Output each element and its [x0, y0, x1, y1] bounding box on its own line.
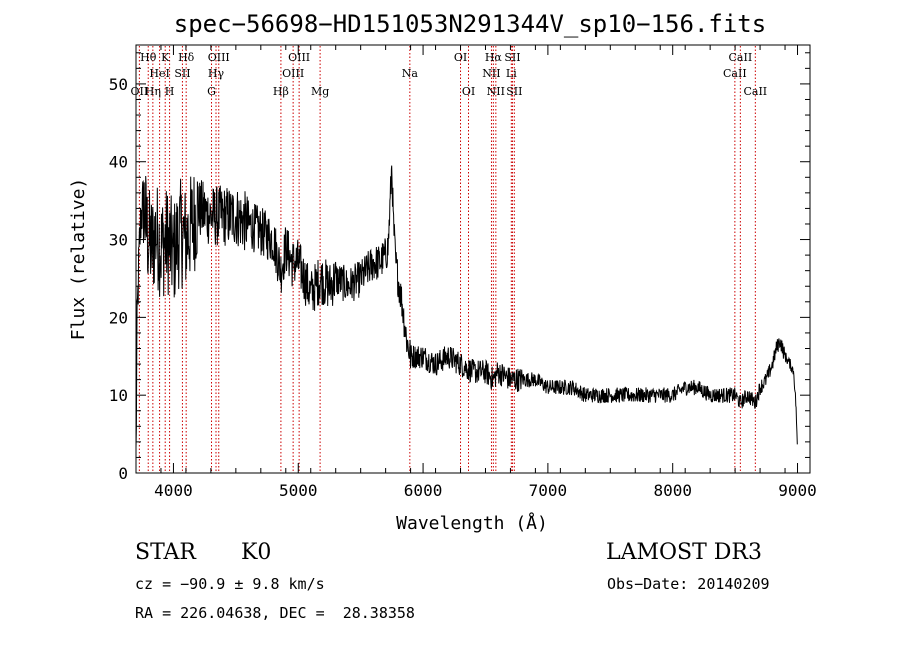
spectral-line-label: CaII [723, 67, 747, 80]
spectral-line-label: SII [506, 85, 522, 98]
spectral-line-label: OIII [282, 67, 304, 80]
x-tick-label: 8000 [653, 481, 692, 500]
x-tick-label: 7000 [529, 481, 568, 500]
spectrum-curve-group [135, 165, 798, 448]
x-tick-label: 5000 [279, 481, 318, 500]
x-tick-label: 6000 [404, 481, 443, 500]
y-tick-label: 30 [109, 231, 128, 250]
spectral-line-label: CaII [743, 85, 767, 98]
spectral-line-label: NII [482, 67, 500, 80]
spectral-line-label: OII [131, 85, 149, 98]
chart-title: spec−56698−HD151053N291344V_sp10−156.fit… [174, 10, 766, 38]
y-axis: 0 10 20 30 40 50 [109, 52, 810, 483]
spectral-line-label: Hθ [140, 51, 157, 64]
spectral-line-label: NII [487, 85, 505, 98]
x-tick-label: 4000 [154, 481, 193, 500]
spectral-line-label: G [207, 85, 216, 98]
spectrum-curve [135, 165, 798, 448]
survey-name: LAMOST DR3 [606, 540, 762, 565]
y-tick-label: 10 [109, 386, 128, 405]
spectral-line-label: OIII [288, 51, 310, 64]
x-axis: 4000 5000 6000 7000 8000 9000 [135, 45, 817, 500]
x-axis-label: Wavelength (Å) [396, 512, 548, 534]
object-subclass: K0 [241, 540, 272, 565]
y-axis-label: Flux (relative) [68, 178, 89, 341]
spectral-line-label: CaII [729, 51, 753, 64]
spectral-line-label: Na [402, 67, 419, 80]
spectral-line-markers [138, 46, 756, 472]
y-tick-label: 50 [109, 75, 128, 94]
spectral-line-label: Hβ [273, 85, 289, 98]
spectral-line-label: Hδ [178, 51, 195, 64]
spectral-line-label: H [165, 85, 175, 98]
sky-coordinates: RA = 226.04638, DEC = 28.38358 [135, 604, 415, 622]
y-tick-label: 20 [109, 308, 128, 327]
spectral-line-label: OIII [208, 51, 230, 64]
y-tick-label: 40 [109, 153, 128, 172]
spectral-line-label: Hγ [208, 67, 225, 80]
redshift-value: cz = −90.9 ± 9.8 km/s [135, 575, 325, 593]
spectral-line-label: OI [454, 51, 467, 64]
observation-date: Obs−Date: 20140209 [607, 575, 770, 593]
object-class: STAR [135, 540, 196, 565]
spectral-line-label: HeI [149, 67, 169, 80]
spectral-line-label: Hα [485, 51, 503, 64]
spectral-line-label: OI [462, 85, 475, 98]
spectral-line-label: Li [506, 67, 517, 80]
spectral-line-labels: OII Hθ Hη HeI K H SII Hδ G Hγ OIII Hβ OIII OIII Mg Na OI… [131, 51, 768, 98]
spectral-line-label: K [161, 51, 170, 64]
y-tick-label: 0 [118, 464, 128, 483]
plot-frame [135, 44, 811, 474]
spectral-line-label: SII [504, 51, 520, 64]
spectral-line-label: Mg [311, 85, 329, 98]
spectral-line-label: Hη [145, 85, 161, 98]
spectral-line-label: SII [174, 67, 190, 80]
x-tick-label: 9000 [778, 481, 817, 500]
